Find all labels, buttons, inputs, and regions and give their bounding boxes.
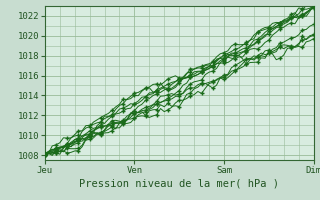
X-axis label: Pression niveau de la mer( hPa ): Pression niveau de la mer( hPa ) [79, 179, 279, 189]
